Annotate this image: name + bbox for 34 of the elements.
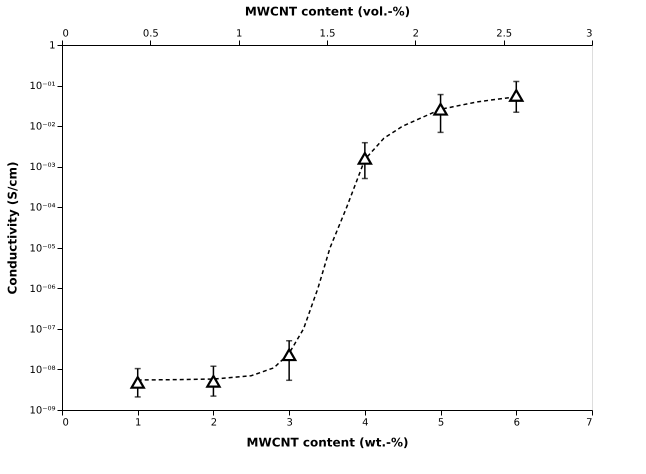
y-tick-label: 10⁻⁰¹ [29,81,56,92]
point [358,152,372,165]
x2-tick-label: 2 [412,28,420,40]
x2-tick-label: 1.5 [320,28,336,40]
x2-tick-label: 0.5 [142,28,159,40]
x2-tick-label: 1 [236,28,242,40]
y-tick-label: 10⁻⁰³ [29,162,56,174]
x-tick-label: 3 [286,418,293,428]
x-tick-label: 1 [135,418,142,428]
point [282,348,296,362]
point [130,376,145,389]
x2-tick-label: 0 [62,28,69,40]
y-tick-label: 10⁻⁰⁵ [29,243,56,254]
x2-axis-title: MWCNT content (vol.-%) [244,4,410,18]
point [433,102,448,116]
y-axis-title: Conductivity (S/cm) [5,162,20,294]
x-tick-label: 0 [62,418,69,428]
y-tick-label: 10⁻⁰⁶ [29,284,56,295]
x-tick-label: 7 [586,418,592,428]
y-tick-label: 10⁻⁰² [29,122,56,133]
y-tick-label: 10⁻⁰⁹ [29,406,56,416]
y-tick-label: 10⁻⁰⁸ [29,364,56,376]
point [206,374,221,388]
x-tick-label: 2 [210,418,218,428]
y-tick-label: 1 [49,40,56,52]
point [509,89,524,102]
x2-tick-label: 3 [586,28,592,40]
x-axis-title: MWCNT content (wt.-%) [246,436,408,450]
x-tick-label: 4 [362,418,369,428]
y-tick-label: 10⁻⁰⁷ [29,324,56,336]
y-tick-label: 10⁻⁰⁴ [29,202,56,214]
x2-tick-label: 2.5 [496,28,512,40]
x-tick-label: 5 [438,418,444,428]
x-tick-label: 6 [514,418,520,428]
